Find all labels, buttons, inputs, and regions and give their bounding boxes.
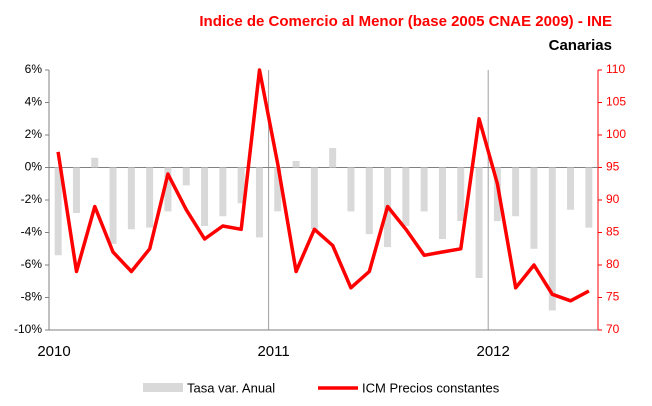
- y-tick-label: -2%: [21, 192, 43, 206]
- y-tick-label: -10%: [14, 322, 42, 336]
- bar: [164, 167, 172, 212]
- legend-label: Tasa var. Anual: [187, 380, 275, 395]
- bar: [146, 167, 154, 228]
- x-tick-label: 2010: [37, 343, 70, 360]
- y-tick-label: -6%: [21, 257, 43, 271]
- bar: [201, 167, 209, 226]
- bar: [512, 167, 520, 217]
- line-series: [56, 68, 590, 303]
- bar: [567, 167, 575, 210]
- y2-tick-label: 110: [606, 62, 625, 76]
- y2-tick-label: 105: [606, 95, 626, 109]
- legend-swatch: [143, 383, 183, 392]
- bar: [182, 167, 190, 186]
- bar: [329, 148, 337, 168]
- bar: [420, 167, 428, 212]
- y2-tick-label: 70: [606, 322, 620, 336]
- y-tick-label: 4%: [25, 95, 43, 109]
- chart-title: Indice de Comercio al Menor (base 2005 C…: [199, 13, 612, 30]
- chart-subtitle: Canarias: [549, 37, 612, 54]
- y2-tick-label: 85: [606, 225, 620, 239]
- bar: [493, 167, 501, 222]
- bar: [365, 167, 373, 235]
- bar: [237, 167, 245, 204]
- bar: [91, 157, 99, 168]
- y2-tick-label: 75: [606, 290, 620, 304]
- y-tick-label: -8%: [21, 290, 43, 304]
- bar: [219, 167, 227, 217]
- bar: [72, 167, 80, 213]
- bar: [530, 167, 538, 249]
- bar: [457, 167, 465, 222]
- x-tick-label: 2011: [257, 343, 289, 360]
- bar: [585, 167, 593, 228]
- y2-tick-label: 95: [606, 160, 620, 174]
- bar: [292, 161, 300, 168]
- y-tick-label: -4%: [21, 225, 43, 239]
- bar: [54, 167, 62, 256]
- x-tick-label: 2012: [477, 343, 510, 360]
- bar: [109, 167, 117, 244]
- y2-tick-label: 80: [606, 257, 620, 271]
- bar: [347, 167, 355, 212]
- bar: [402, 167, 410, 226]
- y-tick-label: 0%: [25, 160, 43, 174]
- bar: [255, 167, 263, 238]
- y2-tick-label: 90: [606, 192, 620, 206]
- bar: [127, 167, 135, 230]
- bar: [310, 167, 318, 230]
- bar: [274, 167, 282, 212]
- bar: [475, 167, 483, 278]
- y-tick-label: 6%: [25, 62, 43, 76]
- bar: [438, 167, 446, 239]
- y-tick-label: 2%: [25, 127, 43, 141]
- y2-tick-label: 100: [606, 127, 626, 141]
- bar: [548, 167, 556, 311]
- legend-label: ICM Precios constantes: [362, 380, 500, 395]
